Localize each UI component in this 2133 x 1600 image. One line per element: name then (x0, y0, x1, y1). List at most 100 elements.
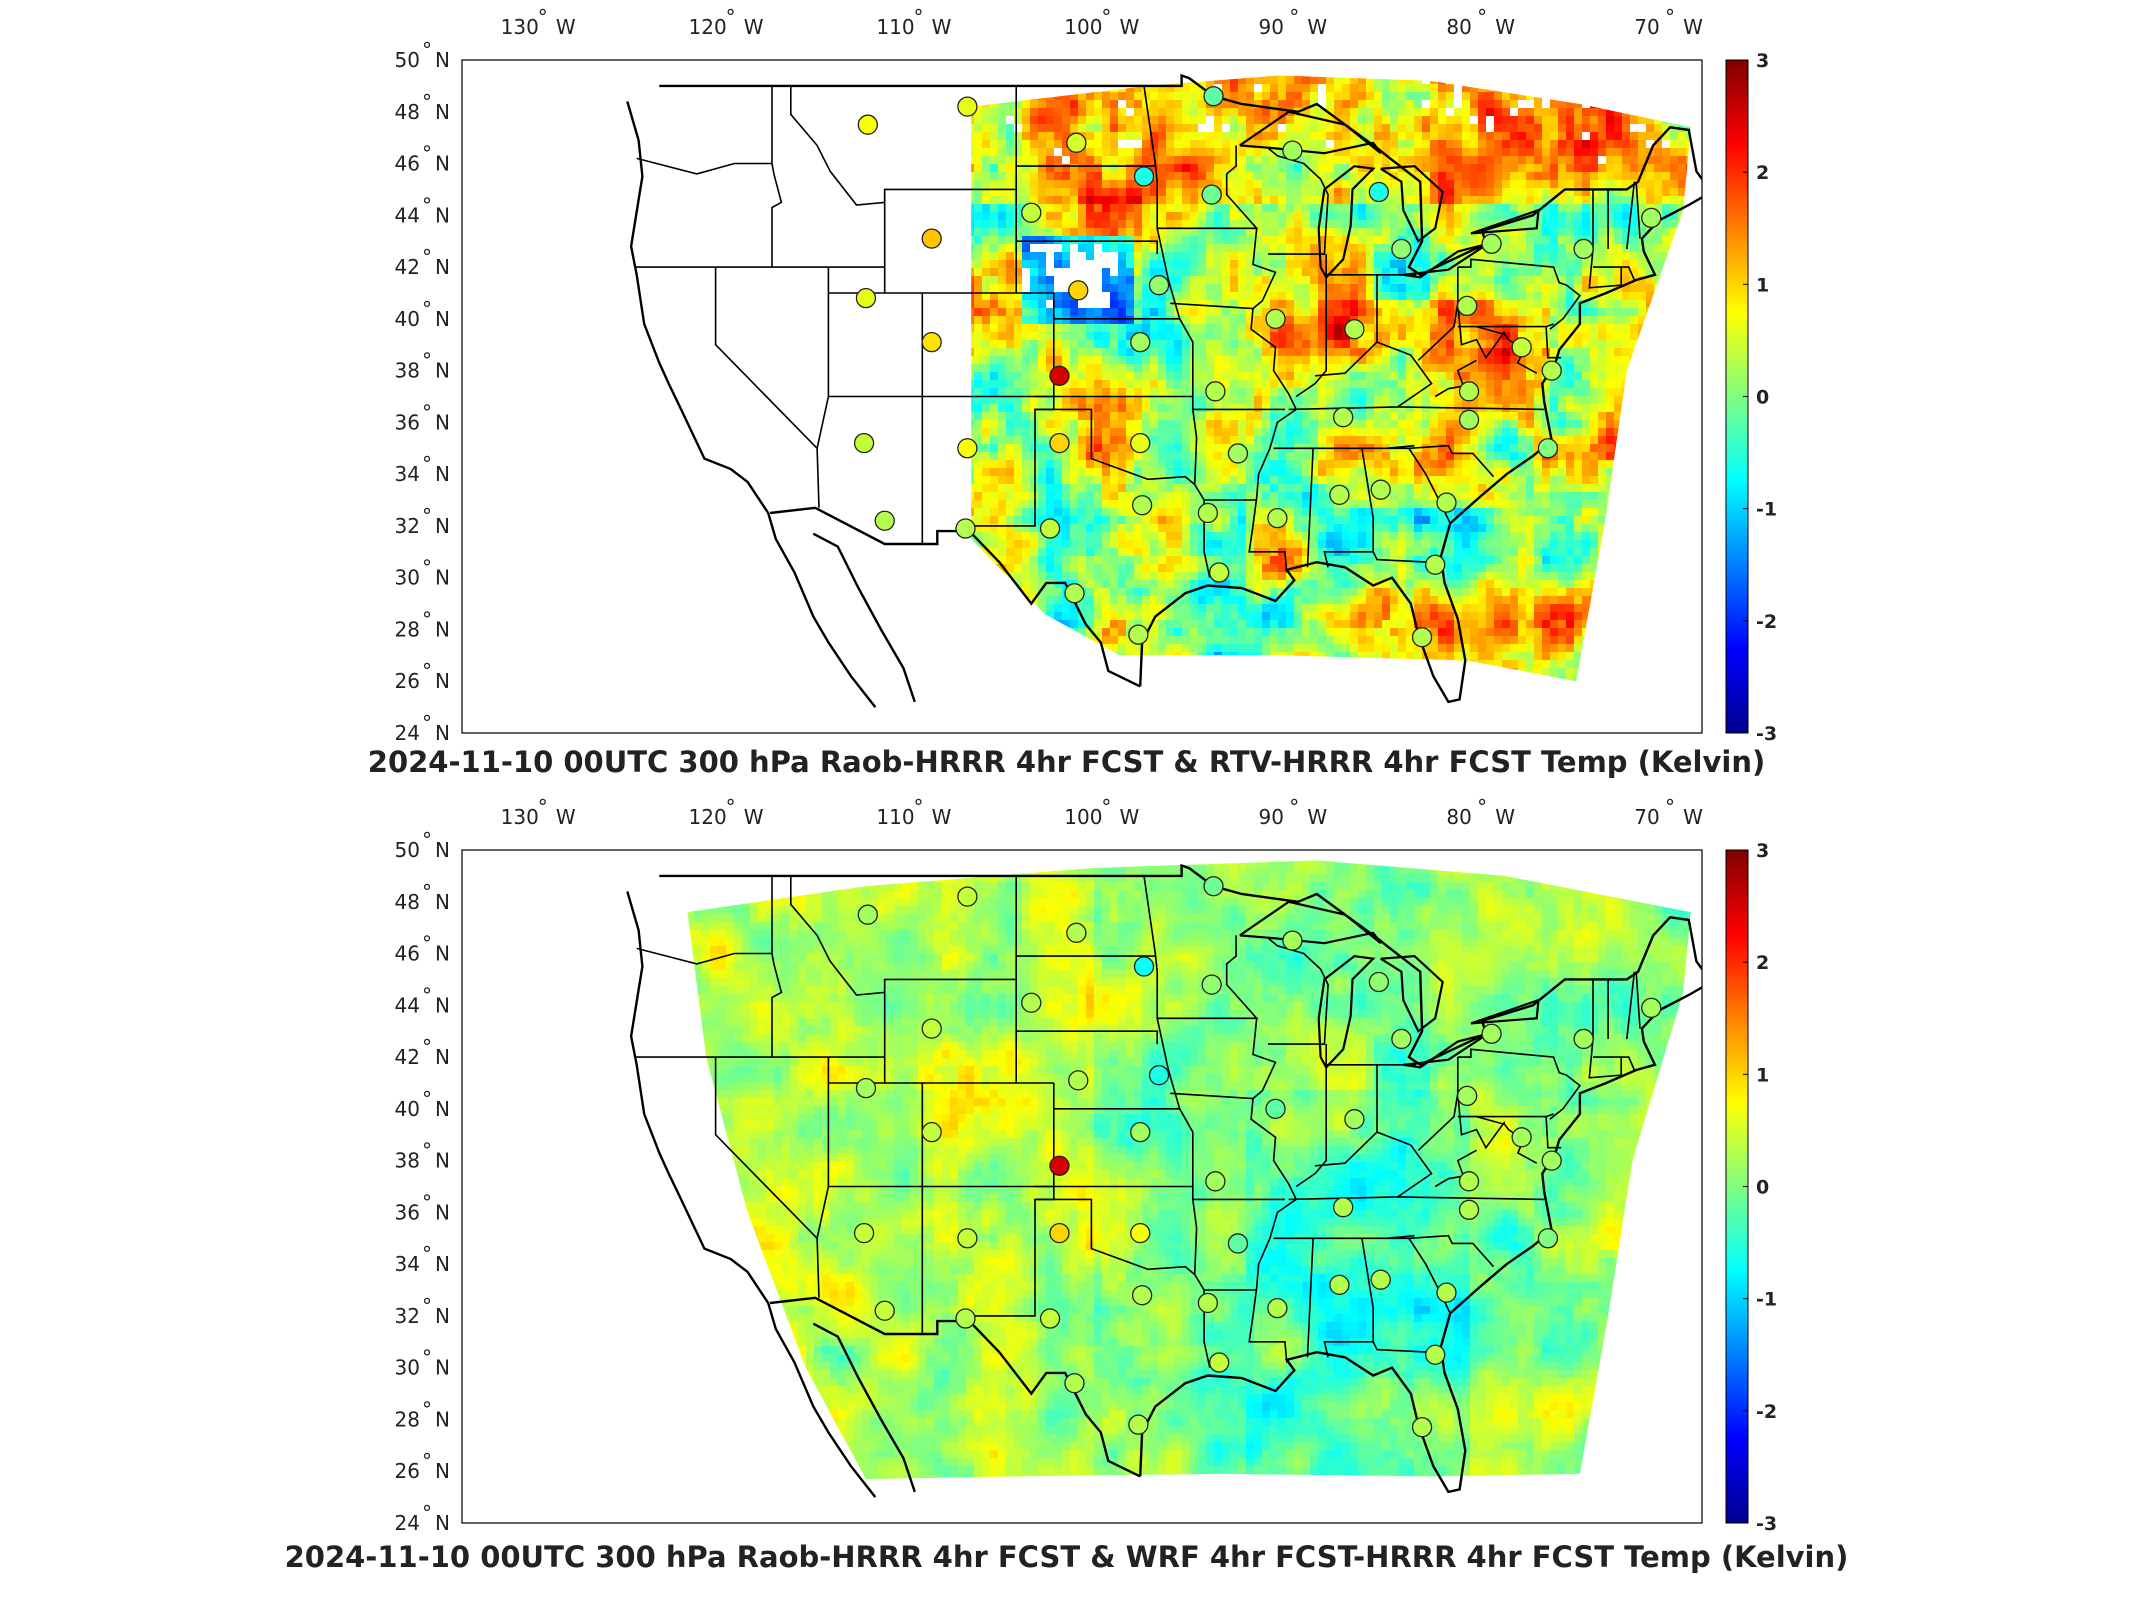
raob-stations (853, 876, 1662, 1438)
lon-tick-label: 80 (1446, 805, 1471, 829)
degree-symbol: ° (1477, 795, 1487, 819)
panel-title: 2024-11-10 00UTC 300 hPa Raob-HRRR 4hr F… (0, 1540, 2133, 1574)
lat-hemisphere-label: N (435, 721, 450, 745)
degree-symbol: ° (422, 556, 432, 580)
lon-tick-label: 120 (689, 15, 727, 39)
station-marker (1537, 1228, 1559, 1249)
lat-hemisphere-label: N (435, 1149, 450, 1173)
lon-tick-label: 70 (1634, 805, 1659, 829)
colorbar-tick-label: -3 (1756, 1513, 1777, 1535)
degree-symbol: ° (422, 711, 432, 735)
lon-tick-label: 120 (689, 805, 727, 829)
station-marker (1458, 381, 1480, 402)
station-marker (1391, 238, 1412, 260)
station-marker (1128, 624, 1149, 645)
lat-hemisphere-label: N (435, 1511, 450, 1535)
station-marker (1541, 1150, 1562, 1171)
station-marker (1068, 280, 1089, 301)
lat-tick-label: 24 (395, 1511, 420, 1535)
lat-hemisphere-label: N (435, 669, 450, 693)
lat-hemisphere-label: N (435, 942, 450, 966)
lon-tick-label: 100 (1064, 805, 1102, 829)
lat-tick-label: 32 (395, 1304, 420, 1328)
degree-symbol: ° (422, 38, 432, 62)
lon-hemisphere-label: W (932, 15, 952, 39)
station-marker (1133, 956, 1155, 977)
lat-tick-label: 28 (395, 617, 420, 641)
lon-tick-label: 80 (1446, 15, 1471, 39)
map-panel-top: 130 ° W 120 ° W 110 ° W 100 ° W 90 ° W 80 ° W 70 ° W 50 ° N 48 ° N… (368, 5, 1778, 779)
station-marker (1425, 1344, 1446, 1365)
lat-tick-label: 24 (395, 721, 420, 745)
degree-symbol: ° (422, 1397, 432, 1421)
lat-tick-label: 36 (395, 410, 420, 434)
lon-hemisphere-label: W (744, 805, 764, 829)
degree-symbol: ° (1665, 5, 1675, 29)
station-marker (957, 438, 978, 459)
lon-hemisphere-label: W (1120, 805, 1140, 829)
station-marker (853, 432, 875, 454)
station-marker (874, 510, 895, 531)
lon-hemisphere-label: W (1120, 15, 1140, 39)
lon-tick-label: 100 (1064, 15, 1102, 39)
lat-tick-label: 38 (395, 359, 420, 383)
station-marker (1068, 1070, 1089, 1091)
station-marker (1148, 275, 1170, 296)
degree-symbol: ° (422, 1139, 432, 1163)
station-marker (1370, 1269, 1391, 1290)
station-marker (1370, 479, 1391, 500)
degree-symbol: ° (422, 983, 432, 1007)
lon-tick-label: 90 (1259, 805, 1284, 829)
temperature-difference-field (687, 860, 1691, 1479)
station-marker (1064, 1373, 1085, 1394)
lat-tick-label: 46 (395, 942, 420, 966)
degree-symbol: ° (422, 880, 432, 904)
station-marker (1282, 140, 1303, 161)
lat-hemisphere-label: N (435, 359, 450, 383)
lat-tick-label: 26 (395, 669, 420, 693)
station-marker (857, 114, 878, 135)
station-marker (1333, 1197, 1354, 1218)
lat-tick-label: 36 (395, 1200, 420, 1224)
lon-tick-label: 70 (1634, 15, 1659, 39)
station-marker (857, 904, 878, 925)
degree-symbol: ° (422, 504, 432, 528)
degree-symbol: ° (1101, 5, 1111, 29)
lat-tick-label: 48 (395, 890, 420, 914)
station-marker (955, 518, 976, 539)
lat-tick-label: 34 (395, 462, 420, 486)
station-marker (1130, 331, 1151, 353)
station-marker (1130, 432, 1151, 454)
lat-tick-label: 40 (395, 1097, 420, 1121)
degree-symbol: ° (422, 1294, 432, 1318)
lat-hemisphere-label: N (435, 566, 450, 590)
station-marker (1411, 1417, 1433, 1438)
lat-hemisphere-label: N (435, 617, 450, 641)
boundaries (626, 73, 1702, 708)
station-marker (1573, 238, 1594, 260)
colorbar: 3 2 1 0 -1 -2 -3 (1725, 50, 1777, 745)
station-marker (1197, 1292, 1219, 1314)
lon-hemisphere-label: W (1495, 15, 1515, 39)
lat-tick-label: 48 (395, 100, 420, 124)
station-marker (1329, 484, 1350, 506)
station-marker (957, 886, 978, 907)
lat-tick-label: 32 (395, 514, 420, 538)
lat-hemisphere-label: N (435, 1407, 450, 1431)
lat-tick-label: 34 (395, 1252, 420, 1276)
station-marker (1049, 365, 1070, 386)
map-figure: 130° W 120° W 110° W 100° W 90 ° W 80 ° W 70 ° W50 ° N48 ° N… (395, 5, 1778, 745)
station-marker (1425, 554, 1446, 575)
degree-symbol: ° (538, 5, 548, 29)
lat-hemisphere-label: N (435, 1356, 450, 1380)
lat-hemisphere-label: N (435, 838, 450, 862)
lat-hemisphere-label: N (435, 993, 450, 1017)
station-marker (1368, 181, 1389, 203)
station-marker (1511, 337, 1532, 358)
station-marker (1458, 1199, 1480, 1220)
lat-hemisphere-label: N (435, 48, 450, 72)
lat-hemisphere-label: N (435, 514, 450, 538)
lon-tick-label: 130 (501, 15, 539, 39)
degree-symbol: ° (422, 1346, 432, 1370)
lat-tick-label: 28 (395, 1407, 420, 1431)
